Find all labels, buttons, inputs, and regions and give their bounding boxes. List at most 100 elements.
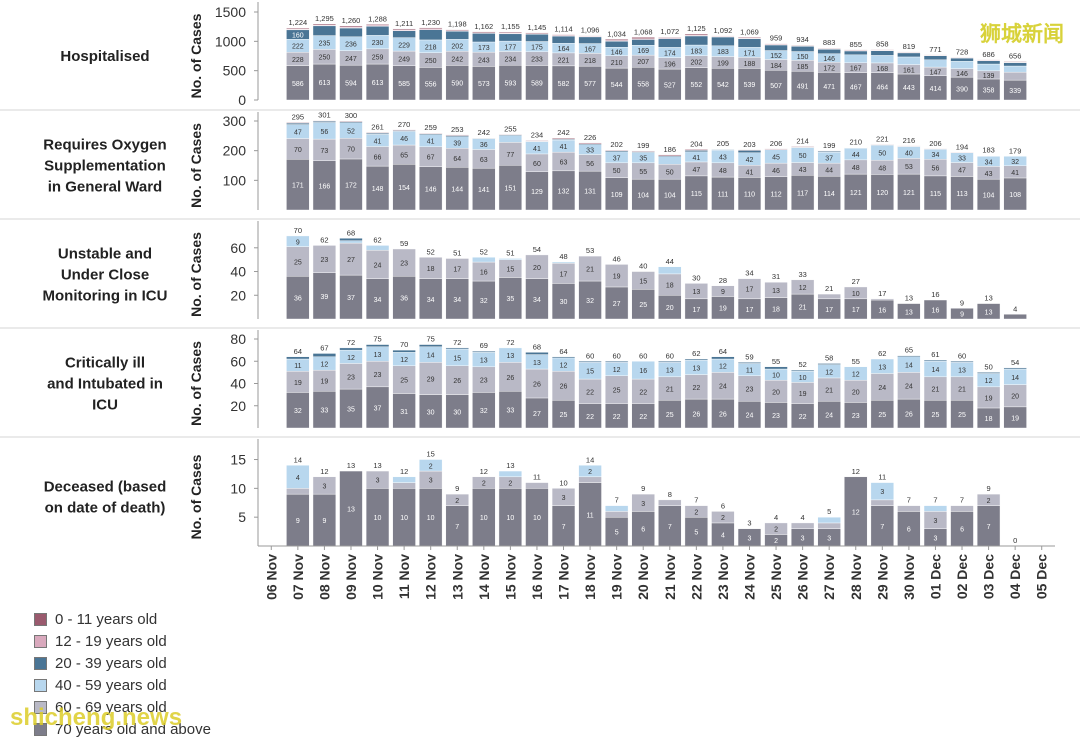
bar-segment[interactable] bbox=[579, 36, 602, 37]
bar-segment[interactable] bbox=[632, 39, 655, 45]
bar-segment[interactable] bbox=[286, 488, 309, 494]
bar-segment[interactable] bbox=[951, 506, 974, 512]
bar-segment[interactable] bbox=[526, 33, 549, 34]
bar-segment[interactable] bbox=[738, 362, 761, 363]
bar-segment[interactable] bbox=[526, 141, 549, 142]
bar-segment[interactable] bbox=[499, 258, 522, 259]
bar-segment[interactable] bbox=[552, 35, 575, 36]
bar-segment[interactable] bbox=[313, 353, 336, 356]
bar-segment[interactable] bbox=[871, 51, 894, 56]
bar-segment[interactable] bbox=[685, 149, 708, 150]
bar-segment[interactable] bbox=[951, 58, 974, 61]
bar-segment[interactable] bbox=[393, 477, 416, 483]
bar-segment[interactable] bbox=[977, 60, 1000, 61]
bar-segment[interactable] bbox=[658, 500, 681, 506]
bar-segment[interactable] bbox=[605, 506, 628, 512]
bar-segment[interactable] bbox=[924, 360, 947, 361]
bar-segment[interactable] bbox=[897, 356, 920, 357]
bar-segment[interactable] bbox=[871, 50, 894, 51]
bar-segment[interactable] bbox=[658, 37, 681, 38]
bar-segment[interactable] bbox=[738, 39, 761, 48]
bar-segment[interactable] bbox=[499, 34, 522, 41]
bar-segment[interactable] bbox=[419, 30, 442, 40]
bar-segment[interactable] bbox=[366, 133, 389, 134]
bar-segment[interactable] bbox=[366, 24, 389, 25]
bar-segment[interactable] bbox=[924, 56, 947, 60]
bar-segment[interactable] bbox=[818, 48, 841, 49]
bar-segment[interactable] bbox=[419, 133, 442, 134]
bar-segment[interactable] bbox=[526, 352, 549, 354]
bar-segment[interactable] bbox=[313, 26, 336, 36]
legend-item[interactable]: 12 - 19 years old bbox=[34, 630, 211, 652]
bar-segment[interactable] bbox=[711, 357, 734, 359]
bar-segment[interactable] bbox=[579, 143, 602, 144]
bar-segment[interactable] bbox=[366, 26, 389, 35]
bar-segment[interactable] bbox=[446, 30, 469, 31]
bar-segment[interactable] bbox=[658, 267, 681, 274]
bar-segment[interactable] bbox=[340, 238, 363, 240]
bar-segment[interactable] bbox=[791, 45, 814, 46]
bar-segment[interactable] bbox=[552, 36, 575, 43]
bar-segment[interactable] bbox=[340, 28, 363, 37]
bar-segment[interactable] bbox=[579, 37, 602, 44]
bar-segment[interactable] bbox=[818, 363, 841, 364]
bar-segment[interactable] bbox=[977, 61, 1000, 64]
bar-segment[interactable] bbox=[472, 33, 495, 42]
bar-segment[interactable] bbox=[419, 28, 442, 29]
bar-segment[interactable] bbox=[685, 36, 708, 45]
bar-segment[interactable] bbox=[951, 61, 974, 68]
bar-segment[interactable] bbox=[552, 262, 575, 263]
bar-segment[interactable] bbox=[340, 241, 363, 243]
bar-segment[interactable] bbox=[844, 50, 867, 51]
bar-segment[interactable] bbox=[526, 34, 549, 41]
bar-segment[interactable] bbox=[711, 37, 734, 46]
bar-segment[interactable] bbox=[499, 32, 522, 33]
bar-segment[interactable] bbox=[871, 500, 894, 506]
bar-segment[interactable] bbox=[446, 348, 469, 349]
bar-segment[interactable] bbox=[605, 361, 628, 362]
bar-segment[interactable] bbox=[1004, 62, 1027, 63]
legend-item[interactable]: 20 - 39 years old bbox=[34, 652, 211, 674]
bar-segment[interactable] bbox=[579, 361, 602, 362]
bar-segment[interactable] bbox=[393, 350, 416, 352]
bar-segment[interactable] bbox=[658, 157, 681, 165]
bar-segment[interactable] bbox=[897, 57, 920, 65]
bar-segment[interactable] bbox=[738, 150, 761, 152]
bar-segment[interactable] bbox=[924, 506, 947, 512]
bar-segment[interactable] bbox=[552, 357, 575, 358]
bar-segment[interactable] bbox=[499, 471, 522, 477]
bar-segment[interactable] bbox=[472, 257, 495, 262]
bar-segment[interactable] bbox=[499, 136, 522, 143]
bar-segment[interactable] bbox=[1004, 314, 1027, 319]
bar-segment[interactable] bbox=[791, 523, 814, 529]
bar-segment[interactable] bbox=[472, 32, 495, 33]
bar-segment[interactable] bbox=[977, 64, 1000, 71]
bar-segment[interactable] bbox=[765, 45, 788, 51]
bar-segment[interactable] bbox=[977, 372, 1000, 373]
bar-segment[interactable] bbox=[791, 147, 814, 148]
bar-segment[interactable] bbox=[366, 345, 389, 347]
legend-item[interactable]: 40 - 59 years old bbox=[34, 674, 211, 696]
bar-segment[interactable] bbox=[393, 130, 416, 131]
bar-segment[interactable] bbox=[419, 345, 442, 347]
bar-segment[interactable] bbox=[393, 29, 416, 30]
bar-segment[interactable] bbox=[605, 511, 628, 517]
bar-segment[interactable] bbox=[472, 351, 495, 352]
bar-segment[interactable] bbox=[844, 51, 867, 55]
bar-segment[interactable] bbox=[658, 361, 681, 362]
bar-segment[interactable] bbox=[897, 506, 920, 512]
bar-segment[interactable] bbox=[340, 348, 363, 350]
bar-segment[interactable] bbox=[366, 245, 389, 250]
bar-segment[interactable] bbox=[552, 138, 575, 139]
bar-segment[interactable] bbox=[685, 34, 708, 35]
bar-segment[interactable] bbox=[871, 55, 894, 63]
bar-segment[interactable] bbox=[818, 49, 841, 53]
bar-segment[interactable] bbox=[605, 150, 628, 151]
bar-segment[interactable] bbox=[1004, 72, 1027, 80]
bar-segment[interactable] bbox=[685, 150, 708, 151]
bar-segment[interactable] bbox=[632, 37, 655, 38]
bar-segment[interactable] bbox=[685, 359, 708, 360]
bar-segment[interactable] bbox=[286, 28, 309, 29]
bar-segment[interactable] bbox=[286, 123, 309, 124]
bar-segment[interactable] bbox=[791, 46, 814, 51]
